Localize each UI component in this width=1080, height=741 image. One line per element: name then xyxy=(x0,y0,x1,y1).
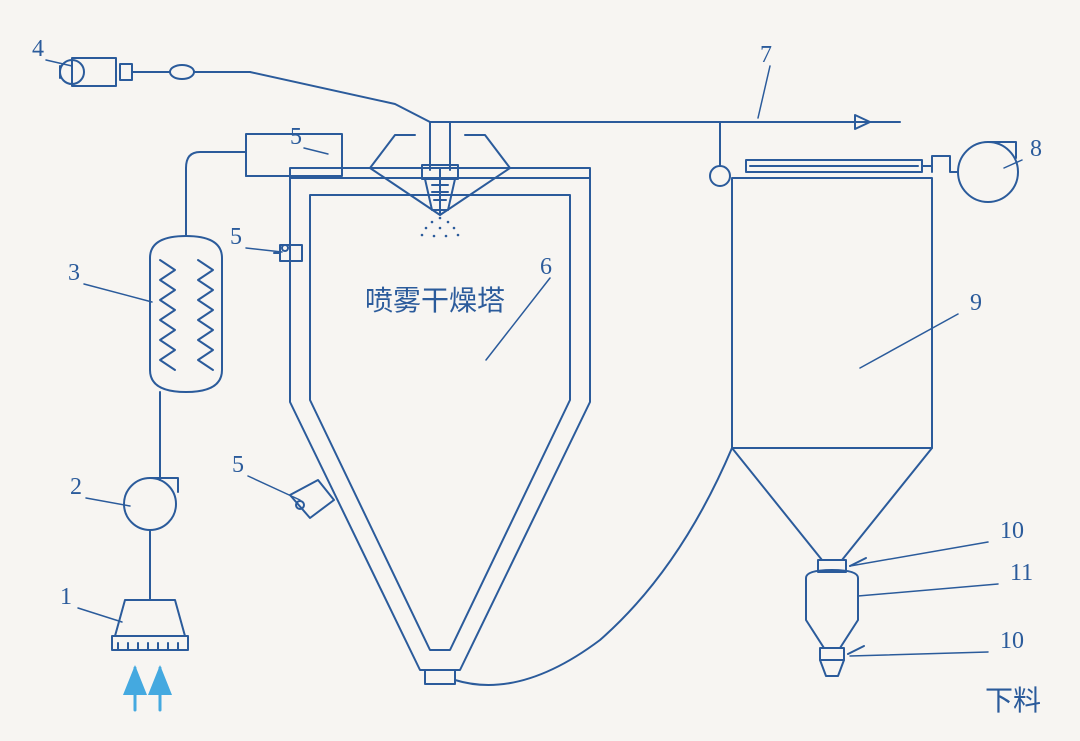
air-filter xyxy=(112,600,188,650)
tower-label: 喷雾干燥塔 xyxy=(365,285,505,317)
spray-dryer-diagram: 喷雾干燥塔 xyxy=(0,0,1080,741)
exhaust-blower xyxy=(922,142,1018,202)
callout-5: 5 xyxy=(230,224,242,250)
callout-5: 5 xyxy=(232,452,244,478)
callout-1: 1 xyxy=(60,584,72,610)
callout-5: 5 xyxy=(290,124,302,150)
bag-filter xyxy=(732,178,932,676)
feed-pump xyxy=(60,58,450,122)
callout-7: 7 xyxy=(760,42,772,68)
callout-4: 4 xyxy=(32,36,44,62)
callout-8: 8 xyxy=(1030,136,1042,162)
inlet-air-arrows xyxy=(135,668,160,710)
callout-leaders xyxy=(46,60,1022,656)
air-heater xyxy=(150,236,222,392)
discharge-label: 下料 xyxy=(985,685,1041,717)
spray-tower xyxy=(246,122,590,684)
callout-10: 10 xyxy=(1000,628,1024,654)
exhaust-line xyxy=(450,115,922,186)
blower-inlet xyxy=(124,478,178,530)
pipe-tower-to-filter xyxy=(455,448,732,685)
callout-11: 11 xyxy=(1010,560,1033,586)
callout-2: 2 xyxy=(70,474,82,500)
callout-10: 10 xyxy=(1000,518,1024,544)
side-nozzle-upper xyxy=(274,245,302,261)
callout-9: 9 xyxy=(970,290,982,316)
callout-3: 3 xyxy=(68,260,80,286)
callout-6: 6 xyxy=(540,254,552,280)
